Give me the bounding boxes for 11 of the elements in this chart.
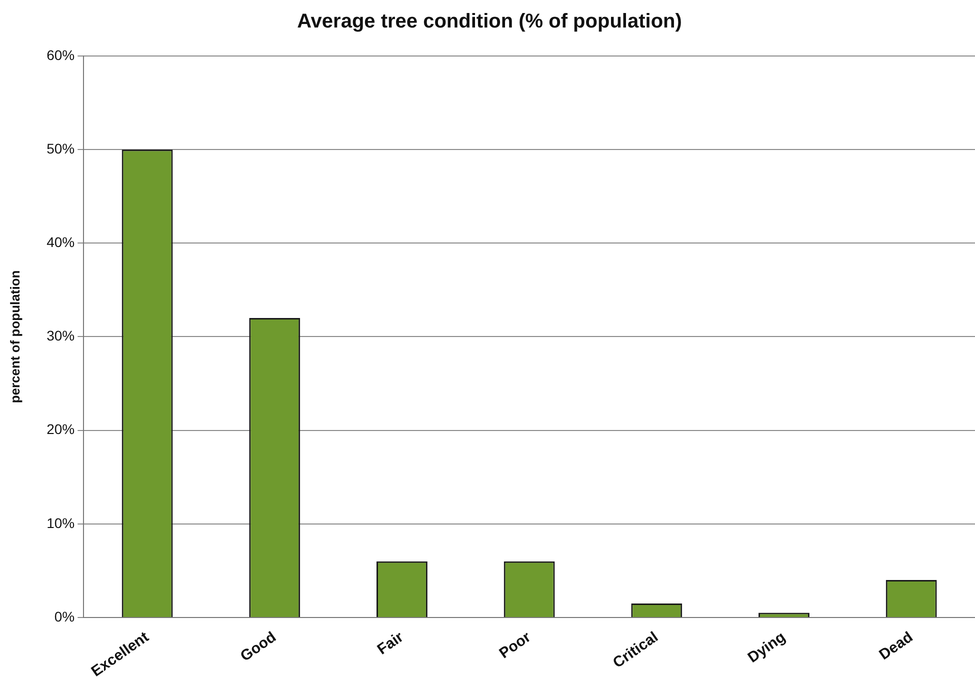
y-tick-label: 50% <box>46 140 75 156</box>
y-tick-label: 40% <box>46 234 75 250</box>
y-axis-title: percent of population <box>7 270 22 404</box>
chart-title: Average tree condition (% of population) <box>297 10 682 33</box>
y-tick-label: 60% <box>46 46 75 63</box>
y-tick-label: 10% <box>46 514 75 531</box>
y-tick-label: 0% <box>54 608 75 624</box>
y-tick-label: 30% <box>46 328 75 344</box>
x-tick-label: Fair <box>374 628 407 658</box>
y-tick-label: 20% <box>46 421 75 438</box>
x-tick-label: Poor <box>496 628 534 662</box>
